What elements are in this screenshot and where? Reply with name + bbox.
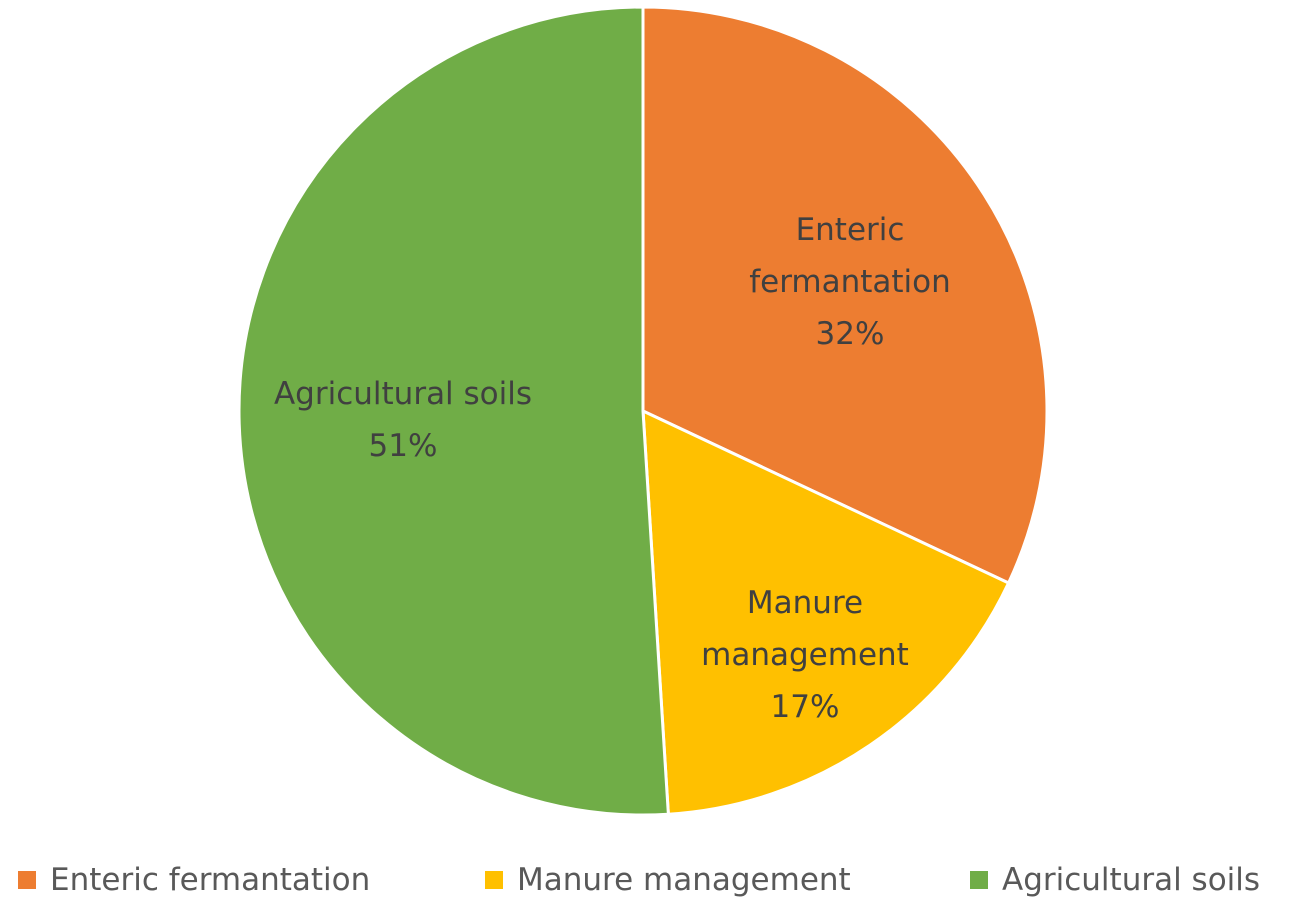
legend-item: Manure management	[485, 862, 851, 898]
legend: Enteric fermantation Manure management Agr…	[0, 855, 1294, 905]
legend-swatch	[485, 871, 503, 889]
data-label: Manure management 17%	[685, 577, 925, 733]
data-label-value: 32%	[815, 316, 885, 352]
legend-swatch	[970, 871, 988, 889]
legend-item: Enteric fermantation	[18, 862, 370, 898]
data-label-value: 51%	[368, 428, 438, 464]
legend-swatch	[18, 871, 36, 889]
pie-slice	[641, 408, 1011, 816]
legend-item: Agricultural soils	[970, 862, 1260, 898]
pie-slice	[237, 5, 670, 817]
data-label-name: Agricultural soils	[273, 376, 533, 412]
legend-label: Manure management	[517, 862, 851, 898]
data-label-name: Manure management	[701, 585, 909, 673]
data-label: Enteric fermantation 32%	[730, 204, 970, 360]
pie-slice	[641, 5, 1049, 586]
legend-label: Agricultural soils	[1002, 862, 1261, 898]
data-label: Agricultural soils 51%	[253, 368, 553, 472]
data-label-name: Enteric fermantation	[749, 212, 951, 300]
legend-label: Enteric fermantation	[50, 862, 371, 898]
data-label-value: 17%	[770, 689, 840, 725]
